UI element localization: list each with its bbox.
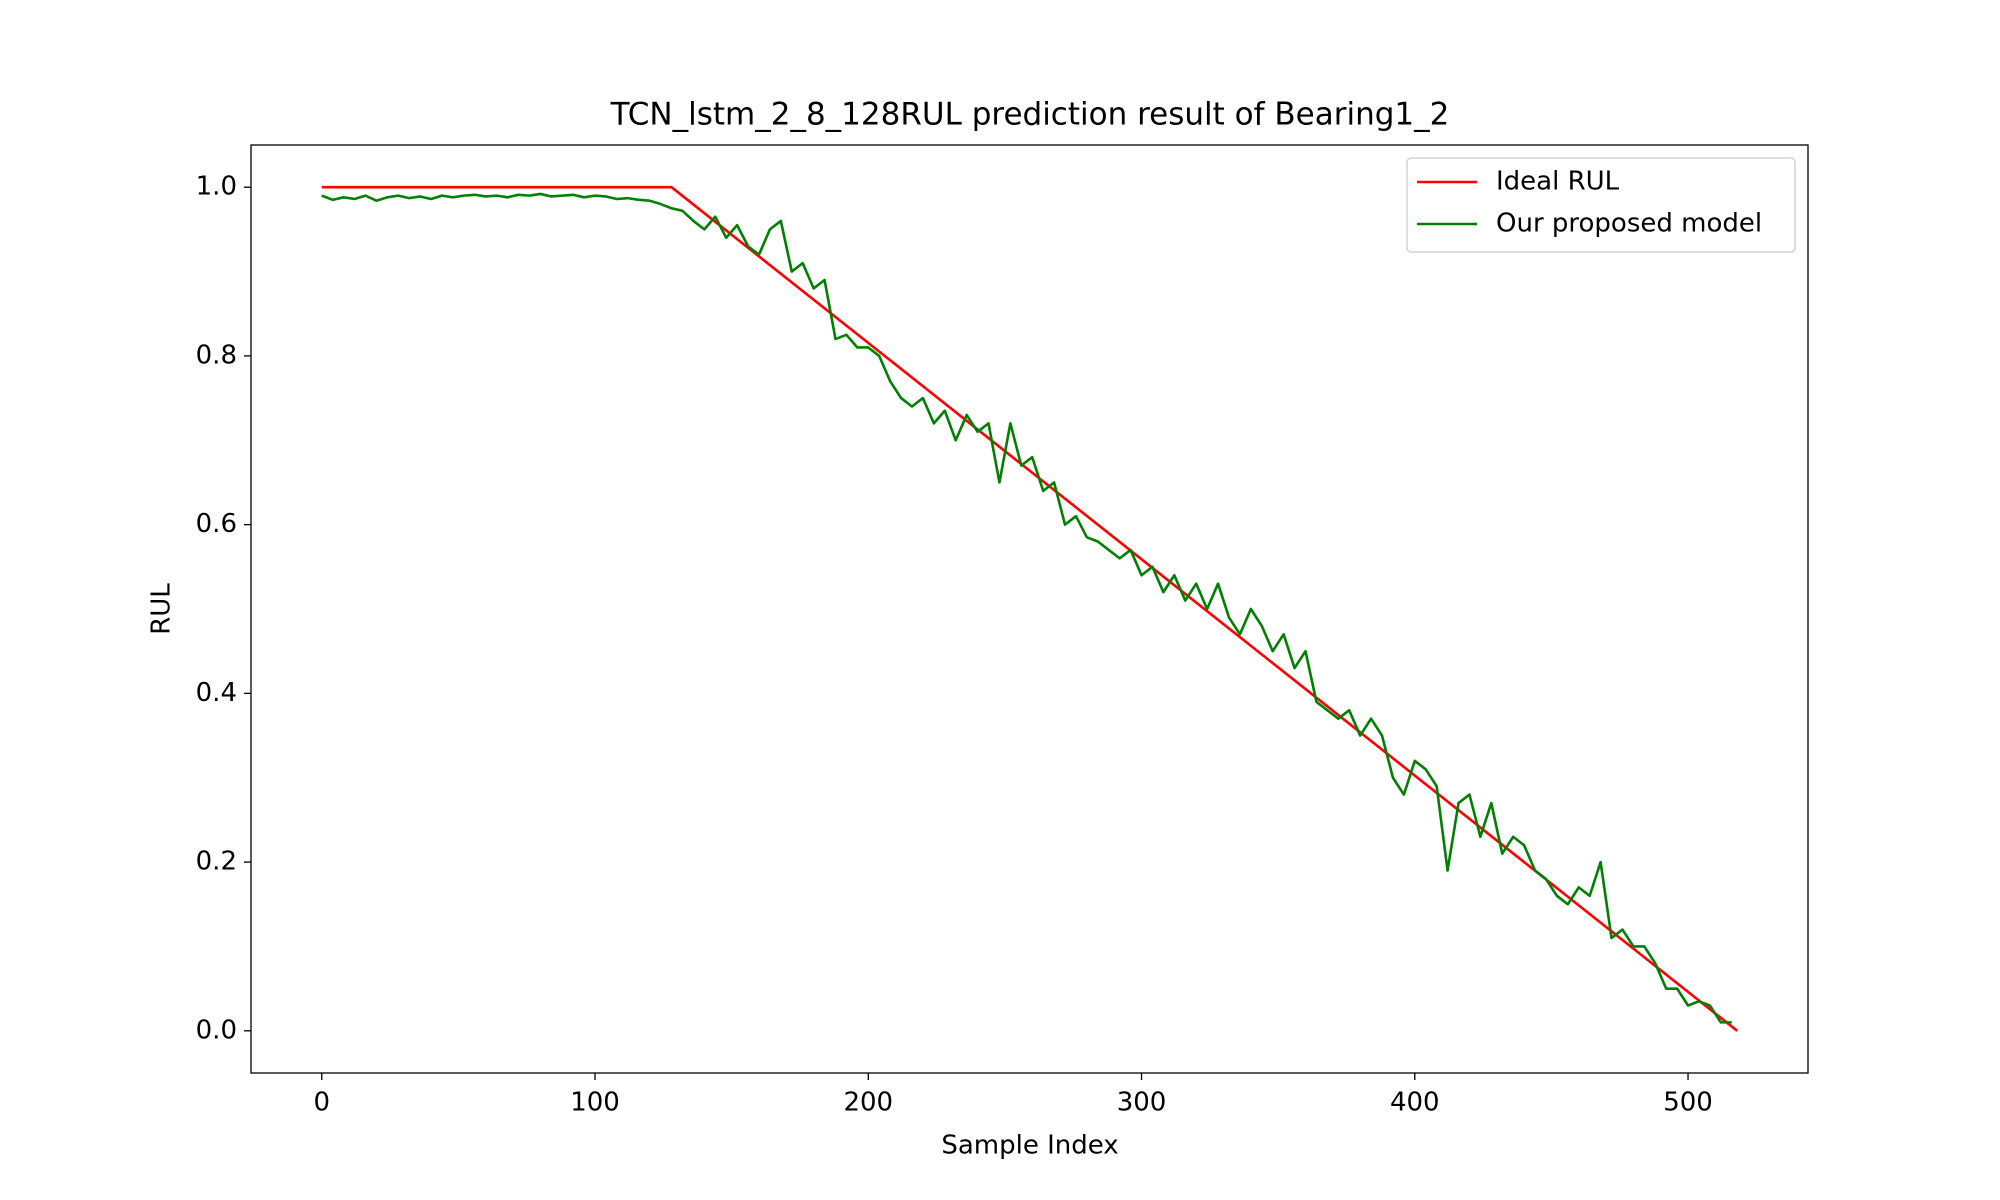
x-tick-label: 0 [313,1088,330,1118]
x-tick-label: 100 [570,1088,620,1118]
x-tick-label: 300 [1117,1088,1167,1118]
legend-label: Ideal RUL [1496,167,1620,197]
x-tick-label: 500 [1663,1088,1713,1118]
y-tick-label: 0.4 [196,678,237,708]
y-tick-label: 0.8 [196,340,237,370]
series-line [321,185,1739,1032]
y-tick-label: 1.0 [196,172,237,202]
y-tick-label: 0.2 [196,847,237,877]
y-tick-label: 0.0 [196,1015,237,1045]
legend-label: Our proposed model [1496,209,1762,239]
chart-title: TCN_lstm_2_8_128RUL prediction result of… [610,97,1450,133]
x-tick-label: 200 [843,1088,893,1118]
y-axis-label: RUL [147,583,177,635]
x-tick-label: 400 [1390,1088,1440,1118]
y-tick-label: 0.6 [196,509,237,539]
axes-frame [250,144,1809,1074]
series-line [321,192,1732,1024]
x-axis-label: Sample Index [941,1131,1118,1161]
legend-box [1406,157,1796,253]
